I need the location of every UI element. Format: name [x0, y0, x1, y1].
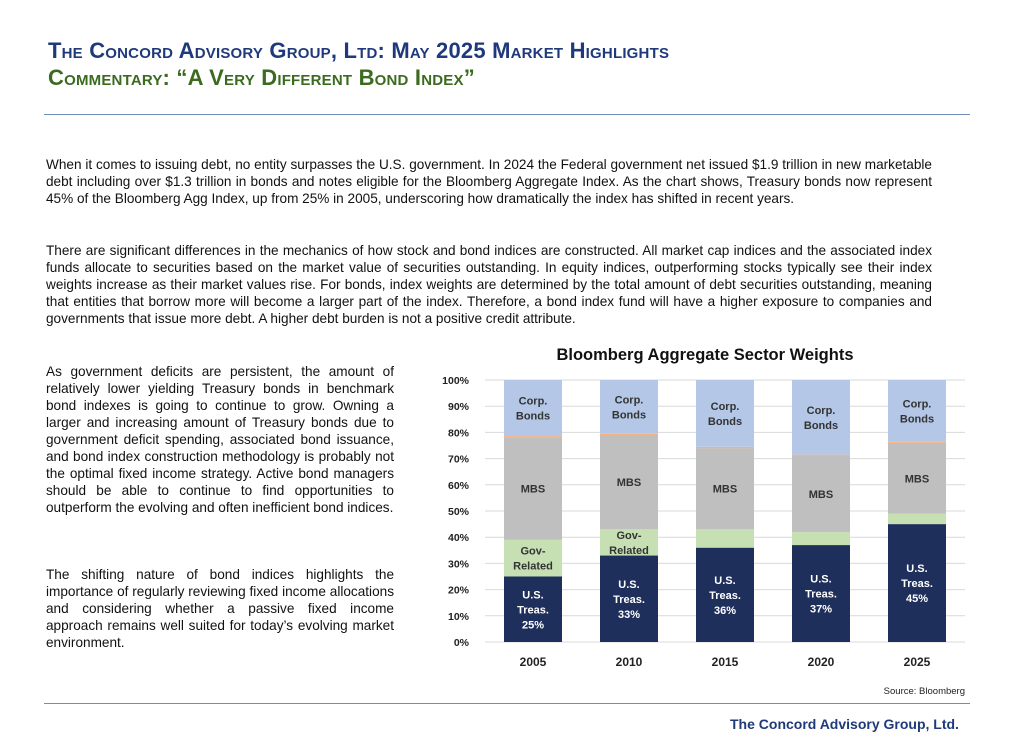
bar-segment-other [792, 454, 850, 456]
y-tick-label: 30% [448, 558, 470, 570]
y-tick-label: 80% [448, 427, 470, 439]
chart-source-note: Source: Bloomberg [884, 686, 965, 697]
bar-segment-u-s-treas- [696, 547, 754, 642]
bar-segment-mbs [696, 448, 754, 530]
bar-data-label: Treas. [517, 604, 549, 616]
bar-data-label: MBS [521, 484, 545, 496]
bar-data-label: MBS [809, 489, 833, 501]
header-divider [44, 114, 970, 115]
bar-segment-mbs [504, 437, 562, 540]
bar-segment-corp-bonds [888, 380, 946, 442]
body-paragraph-4: The shifting nature of bond indices high… [46, 567, 394, 650]
bar-data-label: Bonds [804, 420, 838, 432]
bar-data-label: Treas. [709, 590, 741, 602]
bar-data-label: Treas. [613, 594, 645, 606]
y-tick-label: 50% [448, 506, 470, 518]
bar-segment-gov-related [600, 529, 658, 556]
bar-data-label: 37% [810, 604, 832, 616]
bar-segment-u-s-treas- [600, 555, 658, 642]
page-subtitle: Commentary: “A Very Different Bond Index… [48, 65, 475, 90]
y-tick-label: 20% [448, 585, 470, 597]
x-tick-label: 2005 [520, 655, 547, 669]
bar-data-label: 45% [906, 593, 928, 605]
bar-data-label: MBS [905, 473, 929, 485]
y-tick-label: 40% [448, 532, 470, 544]
bar-data-label: U.S. [810, 574, 831, 586]
bar-data-label: 25% [522, 619, 544, 631]
page-title: The Concord Advisory Group, Ltd: May 202… [48, 38, 670, 63]
bar-data-label: Corp. [711, 401, 740, 413]
bar-segment-u-s-treas- [792, 545, 850, 642]
sector-weights-chart: Bloomberg Aggregate Sector Weights 0% 10% 2… [442, 346, 965, 697]
bar-segment-other [888, 441, 946, 443]
bar-data-label: Corp. [615, 394, 644, 406]
bar-data-label: Bonds [516, 411, 550, 423]
bar-data-label: 36% [714, 605, 736, 617]
bar-data-label: Gov- [520, 546, 545, 558]
bar-segment-mbs [888, 442, 946, 514]
bar-segment-u-s-treas- [888, 524, 946, 642]
bar-data-label: Related [609, 545, 649, 557]
body-paragraph-2: There are significant differences in the… [46, 243, 932, 326]
bar-data-label: 33% [618, 609, 640, 621]
bar-data-label: U.S. [522, 589, 543, 601]
bar-segment-other [504, 436, 562, 438]
bar-segment-mbs [600, 435, 658, 530]
bar-segment-corp-bonds [696, 380, 754, 447]
bar-data-label: Corp. [903, 398, 932, 410]
bar-data-label: U.S. [714, 575, 735, 587]
bar-data-label: Treas. [805, 589, 837, 601]
bar-segment-gov-related [888, 513, 946, 525]
x-tick-label: 2010 [616, 655, 643, 669]
bar-segment-corp-bonds [504, 380, 562, 437]
bar-segment-other [696, 446, 754, 449]
y-tick-label: 0% [454, 637, 470, 649]
bar-segment-corp-bonds [792, 380, 850, 455]
bar-segment-corp-bonds [600, 380, 658, 434]
footer-divider [44, 703, 970, 704]
bar-segment-gov-related [792, 531, 850, 546]
bar-data-label: Gov- [616, 530, 641, 542]
bar-data-label: Related [513, 561, 553, 573]
bar-segment-u-s-treas- [504, 576, 562, 642]
bar-segment-other [600, 433, 658, 436]
bar-data-label: Corp. [519, 396, 548, 408]
chart-title: Bloomberg Aggregate Sector Weights [556, 346, 853, 364]
x-tick-label: 2025 [904, 655, 931, 669]
bar-segment-gov-related [504, 539, 562, 577]
bar-data-label: U.S. [906, 563, 927, 575]
x-tick-label: 2015 [712, 655, 739, 669]
y-tick-label: 10% [448, 611, 470, 623]
body-paragraph-3: As government deficits are persistent, t… [46, 364, 394, 515]
footer-company-name: The Concord Advisory Group, Ltd. [730, 716, 959, 732]
bar-data-label: MBS [617, 477, 641, 489]
bar-segment-mbs [792, 455, 850, 532]
bar-data-label: Corp. [807, 405, 836, 417]
bar-data-label: Treas. [901, 578, 933, 590]
y-tick-label: 70% [448, 454, 470, 466]
bar-data-label: MBS [713, 484, 737, 496]
y-tick-label: 100% [442, 375, 470, 387]
bar-data-label: Bonds [900, 413, 934, 425]
bar-segment-gov-related [696, 529, 754, 548]
bar-data-label: Bonds [708, 416, 742, 428]
body-paragraph-1: When it comes to issuing debt, no entity… [46, 157, 932, 206]
bar-data-label: U.S. [618, 579, 639, 591]
y-tick-label: 60% [448, 480, 470, 492]
bar-data-label: Bonds [612, 409, 646, 421]
y-tick-label: 90% [448, 401, 470, 413]
x-tick-label: 2020 [808, 655, 835, 669]
